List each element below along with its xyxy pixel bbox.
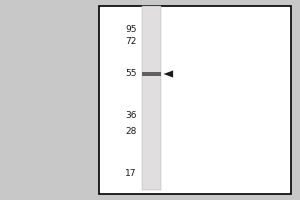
Text: 17: 17 xyxy=(125,170,136,178)
Bar xyxy=(99,6,291,194)
Text: 28: 28 xyxy=(125,128,136,136)
Bar xyxy=(142,6,161,190)
Text: 95: 95 xyxy=(125,24,136,33)
Bar xyxy=(142,72,161,76)
Text: 72: 72 xyxy=(125,38,136,46)
Text: 55: 55 xyxy=(125,70,136,78)
Text: 36: 36 xyxy=(125,112,136,120)
Polygon shape xyxy=(164,70,173,78)
